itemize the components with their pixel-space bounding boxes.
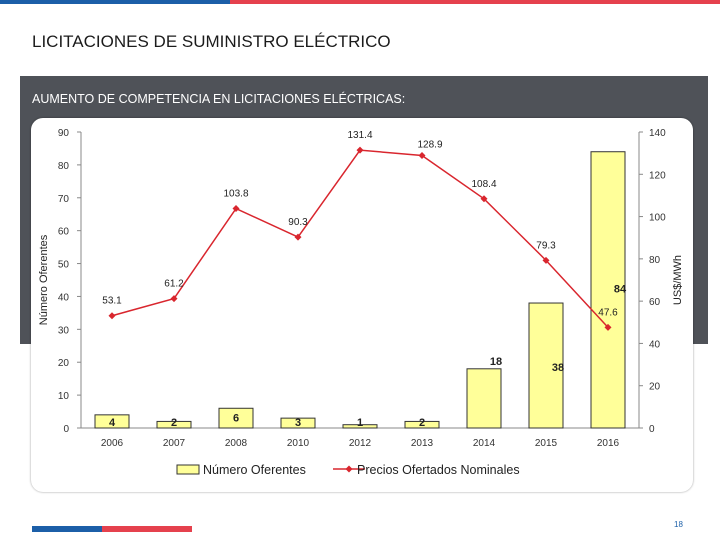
bar	[466, 368, 502, 429]
page-number: 18	[674, 520, 683, 529]
y-tick-label-left: 80	[58, 161, 70, 172]
x-tick-label: 2012	[349, 438, 372, 449]
y-tick-label-right: 60	[649, 297, 661, 308]
legend-swatch-bars	[176, 464, 200, 475]
y-tick-label-right: 20	[649, 382, 661, 393]
bar	[342, 424, 378, 429]
x-tick-label: 2016	[597, 438, 620, 449]
y-tick-label-right: 100	[649, 213, 666, 224]
y-axis-title-right: US$/MWh	[672, 255, 684, 305]
price-data-label: 90.3	[288, 217, 308, 228]
price-data-label: 61.2	[164, 279, 184, 290]
y-tick-label-left: 30	[58, 325, 70, 336]
y-tick-label-left: 90	[58, 128, 70, 139]
price-data-label: 131.4	[347, 130, 372, 141]
chart-card: 0 10 20 30 40 50 60 70 80 90 0 20 40 60 80 100 120 140 Núm…	[31, 118, 693, 492]
price-data-label: 47.6	[598, 307, 618, 318]
bar	[280, 417, 316, 429]
price-point	[108, 312, 116, 320]
bar	[156, 420, 192, 429]
panel-title: AUMENTO DE COMPETENCIA EN LICITACIONES E…	[32, 92, 406, 106]
price-point	[232, 205, 240, 213]
y-tick-label-right: 0	[649, 424, 655, 435]
x-tick-label: 2007	[163, 438, 186, 449]
y-tick-label-left: 70	[58, 194, 70, 205]
y-tick-label-left: 20	[58, 358, 70, 369]
bar-data-label: 4	[109, 417, 116, 429]
x-tick-label: 2014	[473, 438, 496, 449]
bar-data-label: 2	[171, 417, 177, 429]
y-tick-label-right: 80	[649, 255, 661, 266]
price-point	[356, 146, 364, 154]
price-data-label: 128.9	[417, 139, 442, 150]
price-data-label: 79.3	[536, 240, 556, 251]
y-tick-label-right: 140	[649, 128, 666, 139]
bottom-accent-bar	[32, 526, 192, 532]
bar-data-label: 18	[490, 356, 502, 368]
bar	[218, 407, 254, 429]
y-tick-label-left: 50	[58, 260, 70, 271]
price-data-label: 103.8	[223, 189, 248, 200]
y-tick-label-left: 60	[58, 227, 70, 238]
bar-data-label: 6	[233, 412, 239, 424]
top-accent-blue	[0, 0, 230, 4]
price-point	[418, 151, 426, 159]
y-tick-label-right: 40	[649, 339, 661, 350]
bar-data-label: 38	[552, 362, 564, 374]
price-point	[294, 233, 302, 241]
top-accent-red	[230, 0, 720, 4]
price-data-label: 53.1	[102, 296, 122, 307]
bar-data-label: 2	[419, 417, 425, 429]
price-point	[480, 195, 488, 203]
y-tick-label-left: 40	[58, 292, 70, 303]
x-tick-label: 2015	[535, 438, 558, 449]
slide-title: LICITACIONES DE SUMINISTRO ELÉCTRICO	[32, 32, 391, 51]
price-data-label: 108.4	[471, 179, 496, 190]
top-accent-bar	[0, 0, 720, 4]
legend-label-line: Precios Ofertados Nominales	[357, 463, 520, 477]
y-tick-label-right: 120	[649, 170, 666, 181]
price-point	[604, 323, 612, 331]
y-axis-title-left: Número Oferentes	[38, 234, 50, 325]
bar	[590, 151, 626, 429]
bar-data-label: 3	[295, 417, 301, 429]
legend-label-bars: Número Oferentes	[203, 463, 306, 477]
bar	[94, 414, 130, 429]
bottom-accent-blue	[32, 526, 102, 532]
y-tick-label-left: 10	[58, 391, 70, 402]
bar	[404, 420, 440, 429]
bar	[528, 302, 564, 429]
y-tick-label-left: 0	[63, 424, 69, 435]
bar-data-label: 84	[614, 284, 627, 296]
price-point	[542, 256, 550, 264]
bar-data-label: 1	[357, 417, 363, 429]
price-line	[111, 149, 609, 328]
bottom-accent-red	[102, 526, 192, 532]
chart-svg: 0 10 20 30 40 50 60 70 80 90 0 20 40 60 80 100 120 140 Núm…	[38, 128, 684, 477]
price-point	[170, 295, 178, 303]
x-tick-label: 2008	[225, 438, 248, 449]
legend-marker-line	[345, 465, 353, 473]
x-tick-label: 2006	[101, 438, 124, 449]
x-tick-label: 2013	[411, 438, 434, 449]
x-tick-label: 2010	[287, 438, 310, 449]
